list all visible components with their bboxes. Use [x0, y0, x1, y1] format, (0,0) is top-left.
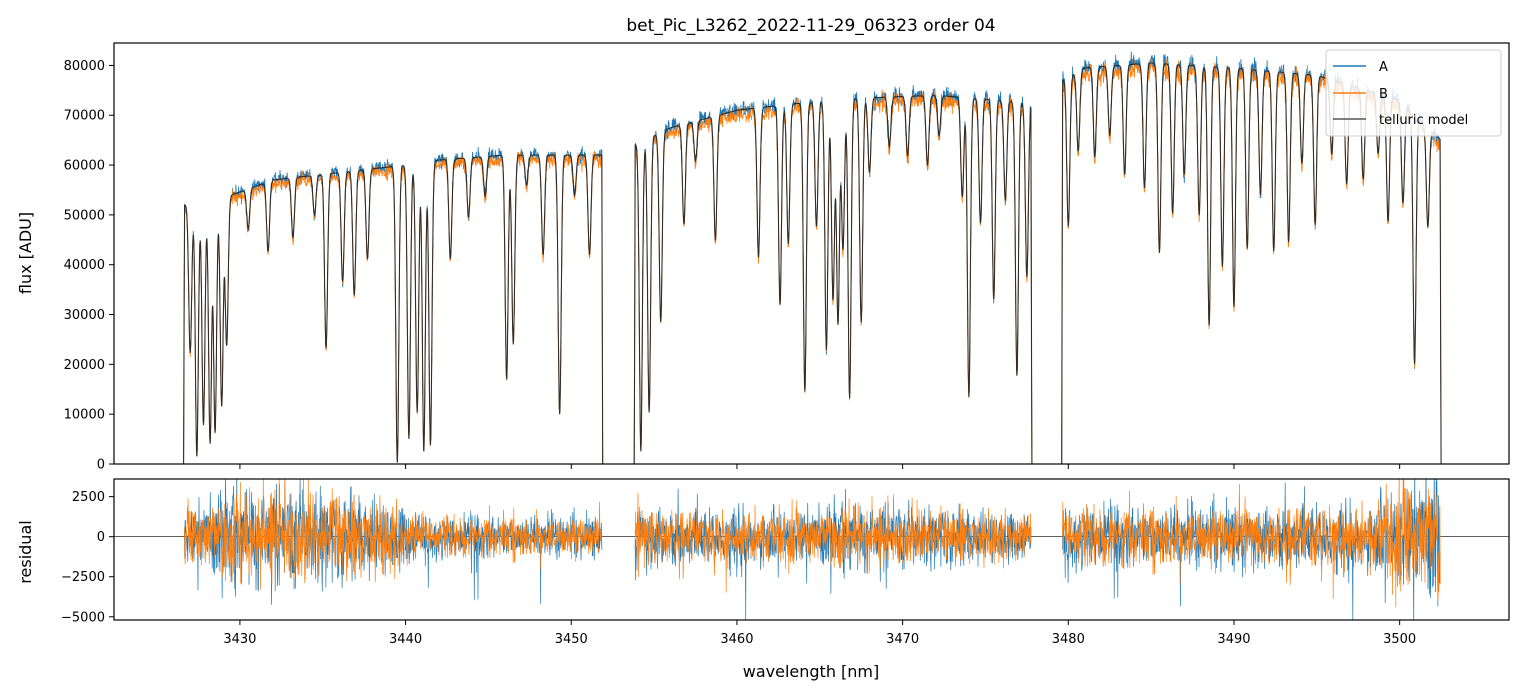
x-tick-label: 3470 — [886, 632, 919, 647]
x-tick-label: 3440 — [389, 632, 422, 647]
y-tick-label: 50000 — [64, 208, 105, 223]
telluric-model-line — [183, 62, 1442, 464]
y-tick-label: 60000 — [64, 159, 105, 174]
top-y-axis-label: flux [ADU] — [16, 212, 35, 294]
bottom-x-ticks: 3430 3440 3450 3460 3470 3480 3490 3500 — [223, 620, 1416, 647]
x-tick-label: 3500 — [1383, 632, 1416, 647]
x-tick-label: 3450 — [555, 632, 588, 647]
x-axis-label: wavelength [nm] — [743, 662, 880, 681]
y-tick-label: 2500 — [72, 490, 105, 505]
legend-label-b: B — [1379, 87, 1388, 102]
x-tick-label: 3480 — [1052, 632, 1085, 647]
legend-label-a: A — [1379, 60, 1388, 75]
legend: A B telluric model — [1325, 49, 1502, 137]
bottom-y-ticks: −5000 −2500 0 2500 — [61, 490, 114, 625]
y-tick-label: 70000 — [64, 109, 105, 124]
top-axes-frame — [113, 42, 1510, 465]
legend-box — [1325, 49, 1502, 137]
top-panel: 0 10000 20000 30000 40000 50000 60000 70000 8000… — [16, 42, 1510, 473]
x-tick-label: 3460 — [720, 632, 753, 647]
y-tick-label: 0 — [97, 530, 105, 545]
bottom-panel: −5000 −2500 0 2500 3430 3440 3450 3460 3470 3480… — [16, 478, 1510, 647]
y-tick-label: 40000 — [64, 258, 105, 273]
y-tick-label: 10000 — [64, 408, 105, 423]
residual-series-group — [114, 479, 1509, 620]
y-tick-label: 30000 — [64, 308, 105, 323]
y-tick-label: −5000 — [61, 610, 105, 625]
x-tick-label: 3430 — [223, 632, 256, 647]
bottom-axes-frame — [113, 478, 1510, 621]
chart-title: bet_Pic_L3262_2022-11-29_06323 order 04 — [626, 16, 995, 36]
x-tick-label: 3490 — [1217, 632, 1250, 647]
legend-label-telluric-model: telluric model — [1379, 113, 1468, 128]
y-tick-label: 0 — [97, 458, 105, 473]
y-tick-label: 80000 — [64, 59, 105, 74]
bottom-y-axis-label: residual — [16, 520, 35, 583]
top-series-group — [183, 51, 1442, 464]
residual-b-line — [184, 479, 1441, 608]
top-y-ticks: 0 10000 20000 30000 40000 50000 60000 70000 8000… — [64, 59, 114, 473]
top-x-ticks — [239, 464, 1401, 469]
y-tick-label: 20000 — [64, 358, 105, 373]
y-tick-label: −2500 — [61, 570, 105, 585]
